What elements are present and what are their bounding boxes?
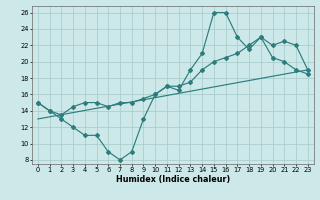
X-axis label: Humidex (Indice chaleur): Humidex (Indice chaleur) — [116, 175, 230, 184]
